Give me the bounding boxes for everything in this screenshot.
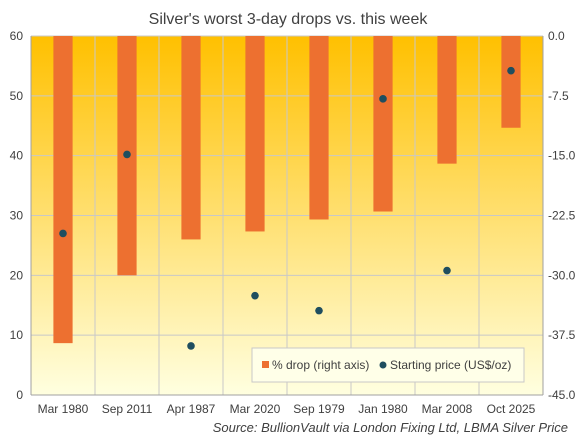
bar	[309, 36, 329, 220]
bar	[437, 36, 457, 164]
data-point	[59, 229, 67, 238]
legend-bar-label: % drop (right axis)	[272, 358, 369, 372]
category-label: Apr 1987	[167, 402, 216, 416]
scatter-series	[59, 66, 515, 350]
bar	[245, 36, 265, 232]
right-tick-label: -7.5	[548, 89, 569, 103]
right-tick-label: -15.0	[548, 149, 576, 163]
bar	[501, 36, 521, 128]
data-point	[379, 95, 387, 103]
legend-dot-swatch	[379, 361, 387, 369]
left-tick-label: 20	[10, 268, 24, 282]
category-label: Mar 2020	[230, 402, 281, 416]
legend-box	[251, 347, 525, 383]
left-tick-label: 30	[10, 209, 24, 223]
data-point	[507, 66, 515, 75]
right-tick-label: 0.0	[548, 29, 565, 43]
bar	[373, 36, 393, 212]
right-tick-label: -22.5	[548, 209, 576, 223]
data-point	[251, 291, 259, 300]
left-tick-label: 50	[10, 89, 24, 103]
data-point	[123, 150, 131, 159]
left-tick-label: 10	[10, 328, 24, 342]
category-label: Jan 1980	[358, 402, 408, 416]
left-tick-label: 0	[16, 388, 23, 402]
right-axis: 0.0 -7.5 -15.0 -22.5 -30.0 -37.5 -45.0	[548, 29, 576, 402]
legend: % drop (right axis) Starting price (US$/…	[251, 347, 525, 383]
bar	[53, 36, 73, 344]
category-label: Mar 1980	[38, 402, 89, 416]
legend-dot-label: Starting price (US$/oz)	[390, 358, 511, 372]
legend-bar-swatch	[262, 361, 269, 368]
x-axis: Mar 1980 Sep 2011 Apr 1987 Mar 2020 Sep 1979…	[38, 402, 536, 416]
right-tick-label: -37.5	[548, 328, 576, 342]
left-axis: 0 10 20 30 40 50 60	[10, 29, 24, 402]
data-point	[315, 306, 323, 315]
chart-title: Silver's worst 3-day drops vs. this week	[149, 11, 429, 28]
category-label: Sep 2011	[102, 402, 153, 416]
category-label: Mar 2008	[422, 402, 473, 416]
category-label: Sep 1979	[293, 402, 345, 416]
data-point	[187, 342, 195, 350]
data-point	[443, 266, 451, 275]
source-note: Source: BullionVault via London Fixing L…	[213, 420, 568, 435]
category-label: Oct 2025	[487, 402, 536, 416]
gridlines	[30, 35, 544, 396]
bar	[181, 36, 201, 240]
left-tick-label: 40	[10, 149, 24, 163]
left-tick-label: 60	[10, 29, 24, 43]
right-tick-label: -45.0	[548, 388, 576, 402]
right-tick-label: -30.0	[548, 268, 576, 282]
